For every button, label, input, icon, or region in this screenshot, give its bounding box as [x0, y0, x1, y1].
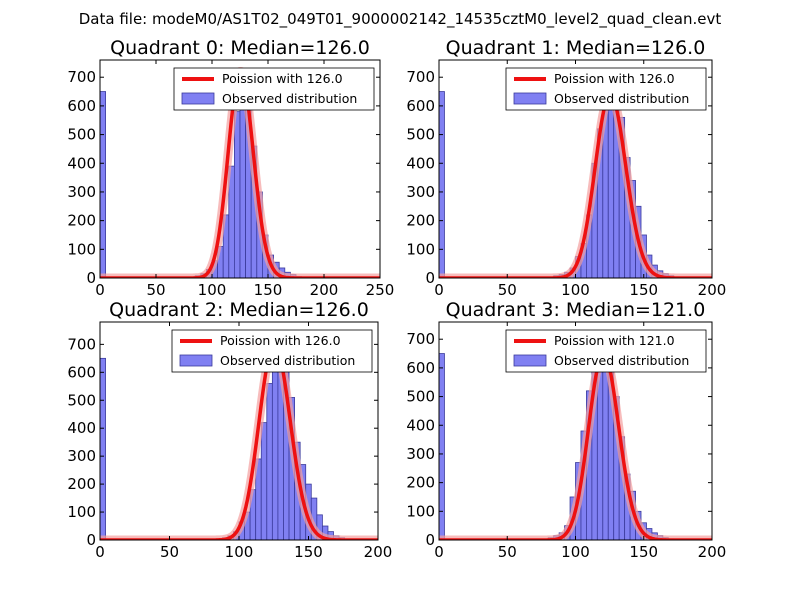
x-tick-label: 100	[225, 543, 254, 561]
subplot-title: Quadrant 0: Median=126.0	[110, 37, 370, 59]
y-tick-label: 100	[406, 502, 435, 520]
legend-patch-swatch	[513, 354, 547, 367]
x-tick-label: 0	[95, 281, 105, 299]
x-tick-label: 100	[561, 543, 590, 561]
legend-line-label: Poission with 126.0	[220, 333, 341, 348]
subplot-quadrant-0: Quadrant 0: Median=126.0 0 50 100 150 200 250 0…	[67, 37, 394, 299]
y-tick-label: 200	[67, 212, 96, 230]
legend-box	[505, 329, 707, 373]
histogram-bar	[266, 383, 273, 540]
x-tick-label: 100	[198, 281, 227, 299]
legend-line-label: Poission with 126.0	[222, 71, 343, 86]
histogram-bar	[271, 346, 279, 540]
y-tick-label: 0	[425, 531, 435, 549]
y-tick-label: 600	[406, 359, 435, 377]
y-tick-label: 100	[406, 240, 435, 258]
y-tick-label: 700	[67, 335, 96, 353]
y-tick-label: 700	[406, 330, 435, 348]
y-tick-label: 0	[86, 531, 96, 549]
x-tick-label: 100	[561, 281, 590, 299]
subplot-grid: Quadrant 0: Median=126.0 0 50 100 150 200 250 0…	[67, 37, 726, 561]
y-tick-label: 400	[406, 416, 435, 434]
y-tick-label: 400	[67, 419, 96, 437]
y-tick-label: 300	[67, 447, 96, 465]
x-tick-label: 150	[629, 543, 658, 561]
y-tick-label: 100	[67, 503, 96, 521]
y-tick-label: 300	[406, 183, 435, 201]
subplot-quadrant-1: Quadrant 1: Median=126.0 0 50 100 150 200 0 100…	[406, 37, 726, 299]
x-tick-label: 150	[254, 281, 283, 299]
legend-patch-swatch	[181, 92, 215, 105]
y-tick-label: 200	[406, 474, 435, 492]
y-tick-label: 600	[406, 97, 435, 115]
y-tick-label: 700	[406, 68, 435, 86]
legend: Poission with 126.0 Observed distribution	[505, 67, 707, 111]
y-tick-label: 200	[406, 212, 435, 230]
histogram-bar	[607, 94, 615, 278]
x-tick-label: 200	[364, 543, 393, 561]
histogram-bar	[233, 111, 241, 278]
x-tick-label: 250	[366, 281, 395, 299]
legend-patch-label: Observed distribution	[554, 353, 689, 368]
x-tick-label: 0	[434, 281, 444, 299]
y-tick-label: 0	[86, 269, 96, 287]
y-tick-label: 600	[67, 363, 96, 381]
legend: Poission with 126.0 Observed distribution	[173, 67, 375, 111]
legend-patch-label: Observed distribution	[554, 91, 689, 106]
legend: Poission with 126.0 Observed distribution	[171, 329, 373, 373]
x-tick-label: 50	[498, 543, 517, 561]
subplot-title: Quadrant 2: Median=126.0	[109, 299, 369, 321]
x-tick-label: 150	[294, 543, 323, 561]
legend-patch-swatch	[513, 92, 547, 105]
legend-patch-swatch	[179, 354, 213, 367]
legend-patch-label: Observed distribution	[220, 353, 355, 368]
x-tick-label: 0	[95, 543, 105, 561]
subplot-title: Quadrant 1: Median=126.0	[446, 37, 706, 59]
histogram-bar	[100, 91, 106, 278]
y-tick-label: 500	[67, 126, 96, 144]
subplot-quadrant-3: Quadrant 3: Median=121.0 0 50 100 150 200 0 100…	[406, 299, 726, 561]
legend-patch-label: Observed distribution	[222, 91, 357, 106]
y-tick-label: 200	[67, 475, 96, 493]
histogram-bar	[439, 353, 445, 540]
y-tick-label: 400	[406, 154, 435, 172]
y-tick-label: 100	[67, 240, 96, 258]
legend-line-label: Poission with 126.0	[554, 71, 675, 86]
y-tick-label: 700	[67, 68, 96, 86]
legend: Poission with 121.0 Observed distribution	[505, 329, 707, 373]
y-tick-label: 300	[67, 183, 96, 201]
subplot-title: Quadrant 3: Median=121.0	[446, 299, 706, 321]
x-tick-label: 200	[698, 281, 727, 299]
histogram-bar	[439, 91, 445, 278]
y-tick-label: 500	[67, 391, 96, 409]
x-tick-label: 50	[498, 281, 517, 299]
figure-suptitle: Data file: modeM0/AS1T02_049T01_90000021…	[79, 10, 722, 29]
y-tick-label: 500	[406, 388, 435, 406]
histogram-bar	[260, 422, 268, 540]
y-tick-label: 0	[425, 269, 435, 287]
axes-frame	[99, 59, 381, 279]
histogram-bar	[602, 356, 609, 540]
x-tick-label: 0	[434, 543, 444, 561]
y-tick-label: 600	[67, 97, 96, 115]
x-tick-label: 50	[146, 281, 165, 299]
legend-line-label: Poission with 121.0	[554, 333, 675, 348]
y-tick-label: 300	[406, 445, 435, 463]
x-tick-label: 50	[160, 543, 179, 561]
x-tick-label: 150	[629, 281, 658, 299]
histogram-bar	[100, 357, 106, 540]
x-tick-label: 200	[310, 281, 339, 299]
y-tick-label: 500	[406, 126, 435, 144]
subplot-quadrant-2: Quadrant 2: Median=126.0 0 50 100 150 200 0 100…	[67, 299, 392, 561]
y-tick-label: 400	[67, 154, 96, 172]
x-tick-label: 200	[698, 543, 727, 561]
